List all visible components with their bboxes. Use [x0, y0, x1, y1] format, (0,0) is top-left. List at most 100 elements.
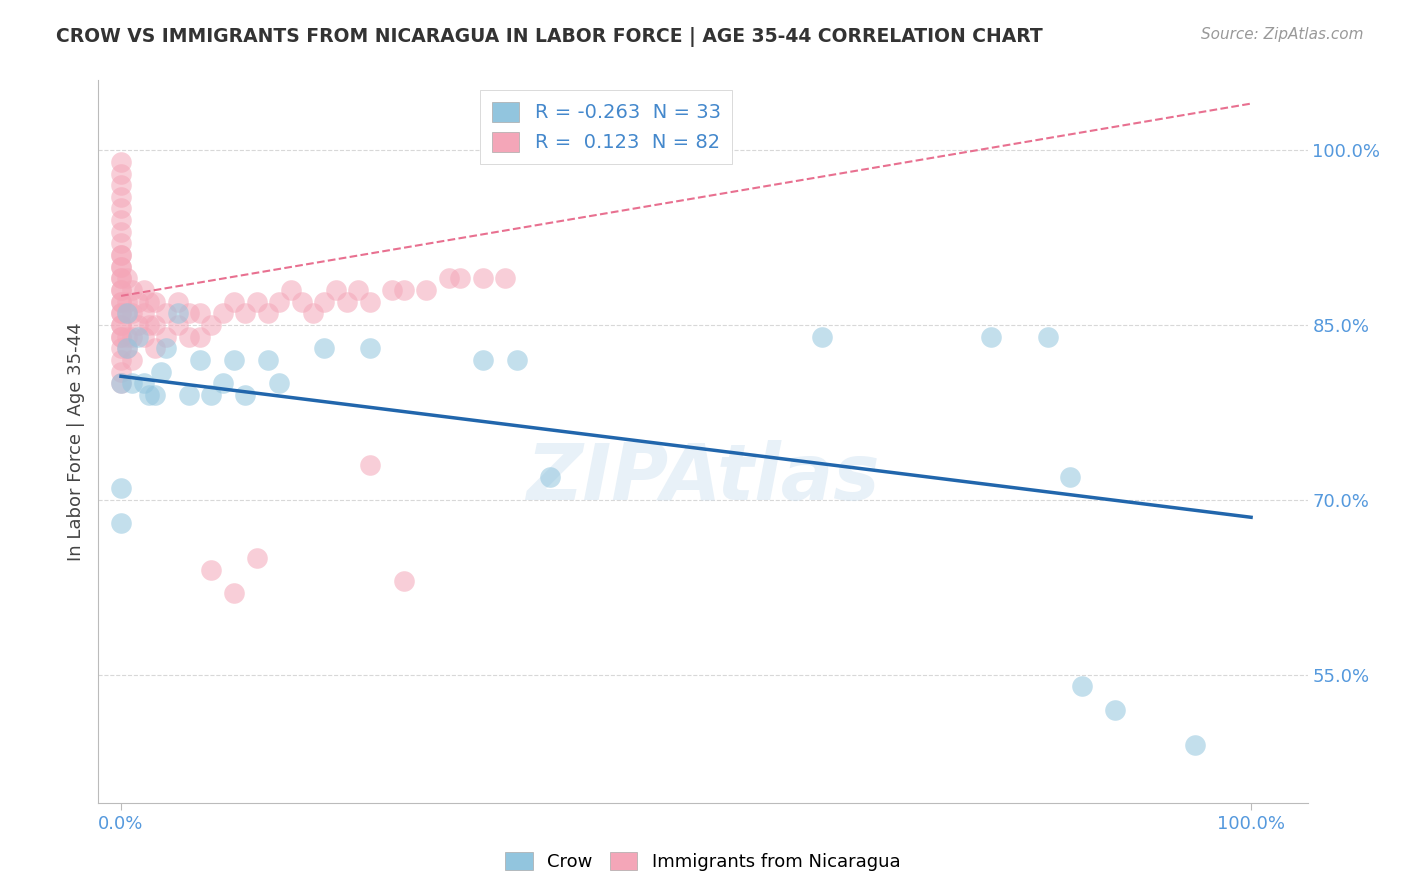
Point — [110, 341, 132, 355]
Point — [257, 306, 280, 320]
Point — [115, 306, 138, 320]
Point — [222, 586, 245, 600]
Point — [110, 376, 132, 391]
Point — [138, 388, 160, 402]
Point — [177, 388, 200, 402]
Point — [110, 190, 132, 204]
Point — [121, 329, 143, 343]
Point — [110, 260, 132, 274]
Point — [177, 306, 200, 320]
Point — [115, 306, 138, 320]
Point — [359, 458, 381, 472]
Point — [110, 260, 132, 274]
Point — [138, 318, 160, 332]
Point — [127, 318, 149, 332]
Point — [110, 376, 132, 391]
Point — [257, 353, 280, 368]
Point — [392, 283, 415, 297]
Point — [110, 167, 132, 181]
Point — [132, 283, 155, 297]
Point — [115, 271, 138, 285]
Point — [200, 388, 222, 402]
Point — [494, 271, 516, 285]
Point — [110, 481, 132, 495]
Point — [110, 213, 132, 227]
Point — [110, 294, 132, 309]
Point — [325, 283, 347, 297]
Point — [314, 341, 336, 355]
Point — [155, 329, 177, 343]
Point — [115, 329, 138, 343]
Point — [222, 294, 245, 309]
Point — [505, 353, 527, 368]
Point — [1059, 469, 1081, 483]
Point — [233, 388, 256, 402]
Point — [314, 294, 336, 309]
Point — [336, 294, 359, 309]
Point — [143, 294, 166, 309]
Y-axis label: In Labor Force | Age 35-44: In Labor Force | Age 35-44 — [66, 322, 84, 561]
Point — [166, 306, 188, 320]
Point — [127, 329, 149, 343]
Point — [110, 283, 132, 297]
Point — [110, 248, 132, 262]
Point — [1104, 702, 1126, 716]
Text: Source: ZipAtlas.com: Source: ZipAtlas.com — [1201, 27, 1364, 42]
Point — [233, 306, 256, 320]
Point — [359, 341, 381, 355]
Point — [110, 318, 132, 332]
Point — [188, 306, 211, 320]
Point — [110, 306, 132, 320]
Point — [110, 329, 132, 343]
Point — [449, 271, 471, 285]
Point — [246, 551, 269, 566]
Point — [132, 306, 155, 320]
Point — [115, 294, 138, 309]
Point — [127, 294, 149, 309]
Text: CROW VS IMMIGRANTS FROM NICARAGUA IN LABOR FORCE | AGE 35-44 CORRELATION CHART: CROW VS IMMIGRANTS FROM NICARAGUA IN LAB… — [56, 27, 1043, 46]
Point — [110, 154, 132, 169]
Point — [222, 353, 245, 368]
Point — [110, 329, 132, 343]
Point — [269, 294, 291, 309]
Point — [538, 469, 561, 483]
Point — [211, 306, 233, 320]
Point — [110, 225, 132, 239]
Point — [143, 388, 166, 402]
Point — [280, 283, 302, 297]
Point — [115, 341, 138, 355]
Legend: R = -0.263  N = 33, R =  0.123  N = 82: R = -0.263 N = 33, R = 0.123 N = 82 — [481, 90, 733, 164]
Point — [110, 353, 132, 368]
Point — [110, 294, 132, 309]
Point — [121, 306, 143, 320]
Point — [110, 318, 132, 332]
Point — [188, 329, 211, 343]
Point — [155, 341, 177, 355]
Point — [471, 353, 494, 368]
Point — [110, 516, 132, 530]
Point — [211, 376, 233, 391]
Point — [155, 306, 177, 320]
Point — [110, 283, 132, 297]
Point — [166, 294, 188, 309]
Point — [166, 318, 188, 332]
Point — [121, 353, 143, 368]
Point — [110, 365, 132, 379]
Point — [246, 294, 269, 309]
Point — [110, 202, 132, 216]
Point — [121, 376, 143, 391]
Point — [269, 376, 291, 391]
Point — [143, 341, 166, 355]
Point — [291, 294, 314, 309]
Point — [810, 329, 832, 343]
Point — [347, 283, 370, 297]
Point — [471, 271, 494, 285]
Point — [110, 248, 132, 262]
Legend: Crow, Immigrants from Nicaragua: Crow, Immigrants from Nicaragua — [498, 846, 908, 879]
Point — [132, 376, 155, 391]
Point — [149, 365, 172, 379]
Point — [115, 341, 138, 355]
Point — [415, 283, 437, 297]
Point — [121, 283, 143, 297]
Point — [110, 271, 132, 285]
